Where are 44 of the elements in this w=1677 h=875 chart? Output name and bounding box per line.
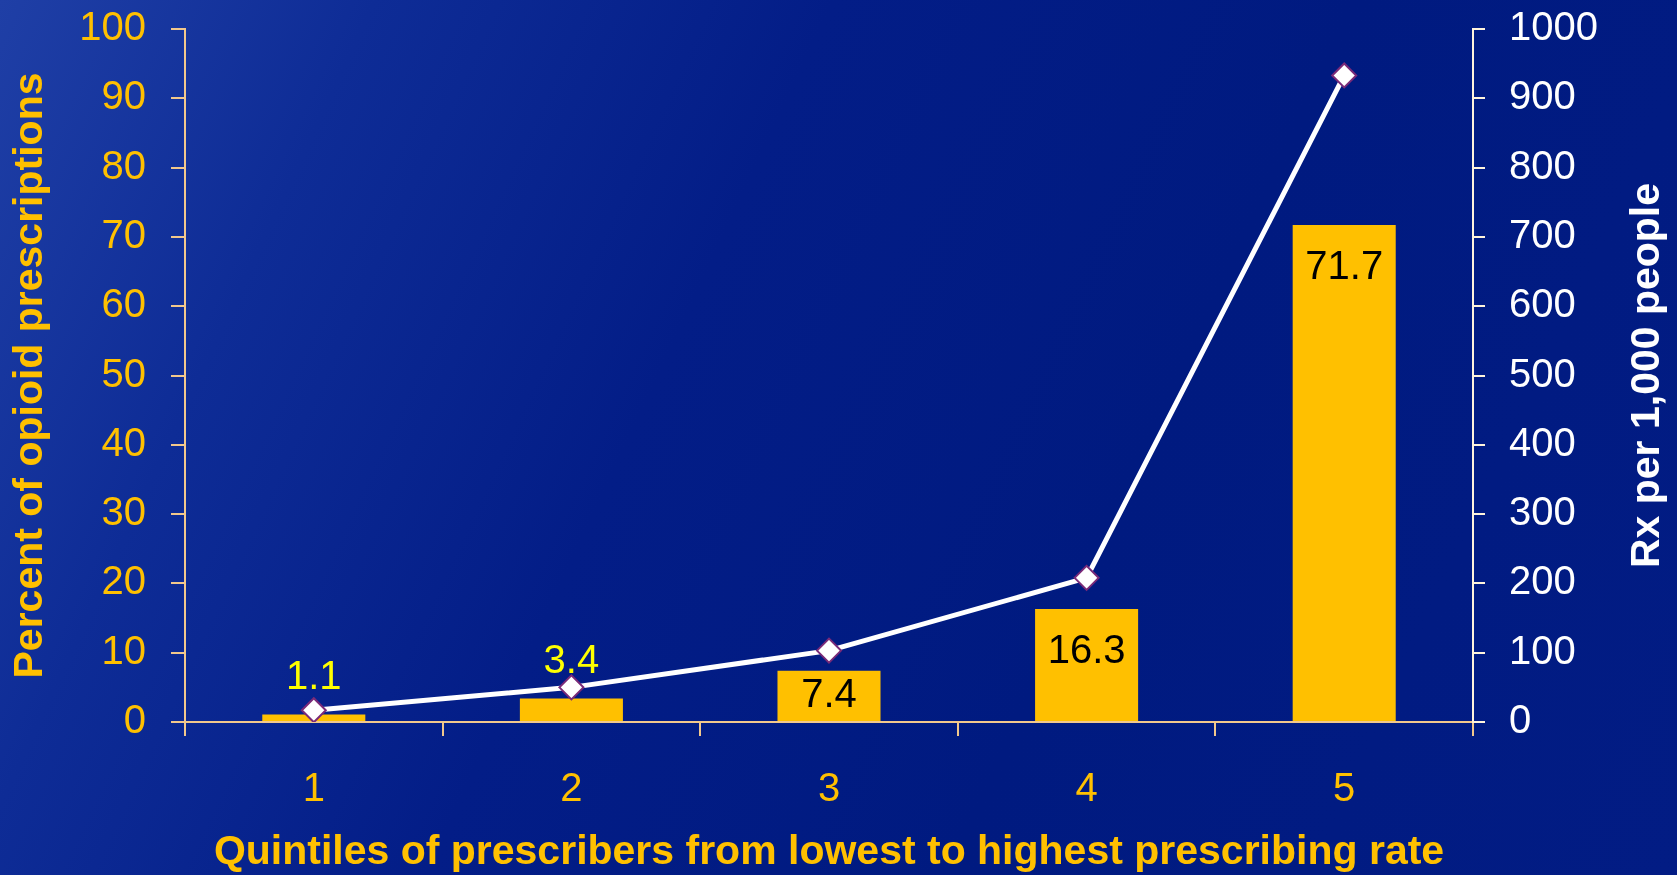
- data-label: 3.4: [543, 637, 600, 682]
- y-tick-label: 30: [101, 489, 146, 534]
- y2-tick-label: 900: [1509, 73, 1576, 118]
- y2-tick-label: 800: [1509, 142, 1576, 187]
- y-tick-label: 20: [101, 558, 146, 603]
- point: [1331, 62, 1358, 89]
- y-tick-label: 60: [101, 281, 146, 326]
- x-tick-label: 3: [817, 765, 841, 810]
- x-axis-title: Quintiles of prescribers from lowest to highest prescribing rate: [213, 826, 1445, 873]
- y-axis-title: Percent of opioid prescriptions: [4, 72, 51, 679]
- y2-tick-label: 0: [1509, 697, 1532, 742]
- data-label: 16.3: [1047, 627, 1126, 672]
- y-tick-label: 10: [101, 627, 146, 672]
- y2-tick-label: 1000: [1509, 4, 1598, 49]
- bar: [1035, 609, 1139, 721]
- point: [300, 697, 327, 722]
- y-tick-label: 100: [79, 4, 146, 49]
- point: [1073, 564, 1100, 591]
- point: [816, 637, 842, 664]
- y2-tick-label: 400: [1509, 419, 1576, 464]
- x-tick-label: 5: [1333, 765, 1356, 810]
- bar: [1292, 225, 1396, 721]
- y2-tick-label: 100: [1509, 627, 1576, 672]
- x-tick-label: 1: [302, 765, 325, 810]
- y-tick-label: 70: [101, 211, 146, 256]
- y-tick-label: 0: [123, 697, 146, 742]
- y-tick-label: 90: [101, 73, 146, 118]
- y2-tick-label: 500: [1509, 350, 1576, 395]
- data-label: 1.1: [286, 653, 342, 698]
- bar: [777, 670, 881, 721]
- y-tick-label: 40: [101, 419, 146, 464]
- x-tick-label: 4: [1075, 765, 1098, 810]
- y2-tick-label: 700: [1509, 211, 1576, 256]
- y-tick-label: 80: [101, 142, 146, 187]
- bar: [519, 698, 623, 721]
- y2-tick-label: 200: [1509, 558, 1576, 603]
- y2-tick-label: 300: [1509, 489, 1576, 534]
- data-label: 7.4: [801, 670, 857, 715]
- y2-tick-label: 600: [1509, 281, 1576, 326]
- y-tick-label: 50: [101, 350, 146, 395]
- x-tick-label: 2: [560, 765, 583, 810]
- point: [558, 674, 585, 701]
- y2-axis-title: Rx per 1,000 people: [1622, 182, 1669, 569]
- data-label: 71.7: [1305, 243, 1384, 288]
